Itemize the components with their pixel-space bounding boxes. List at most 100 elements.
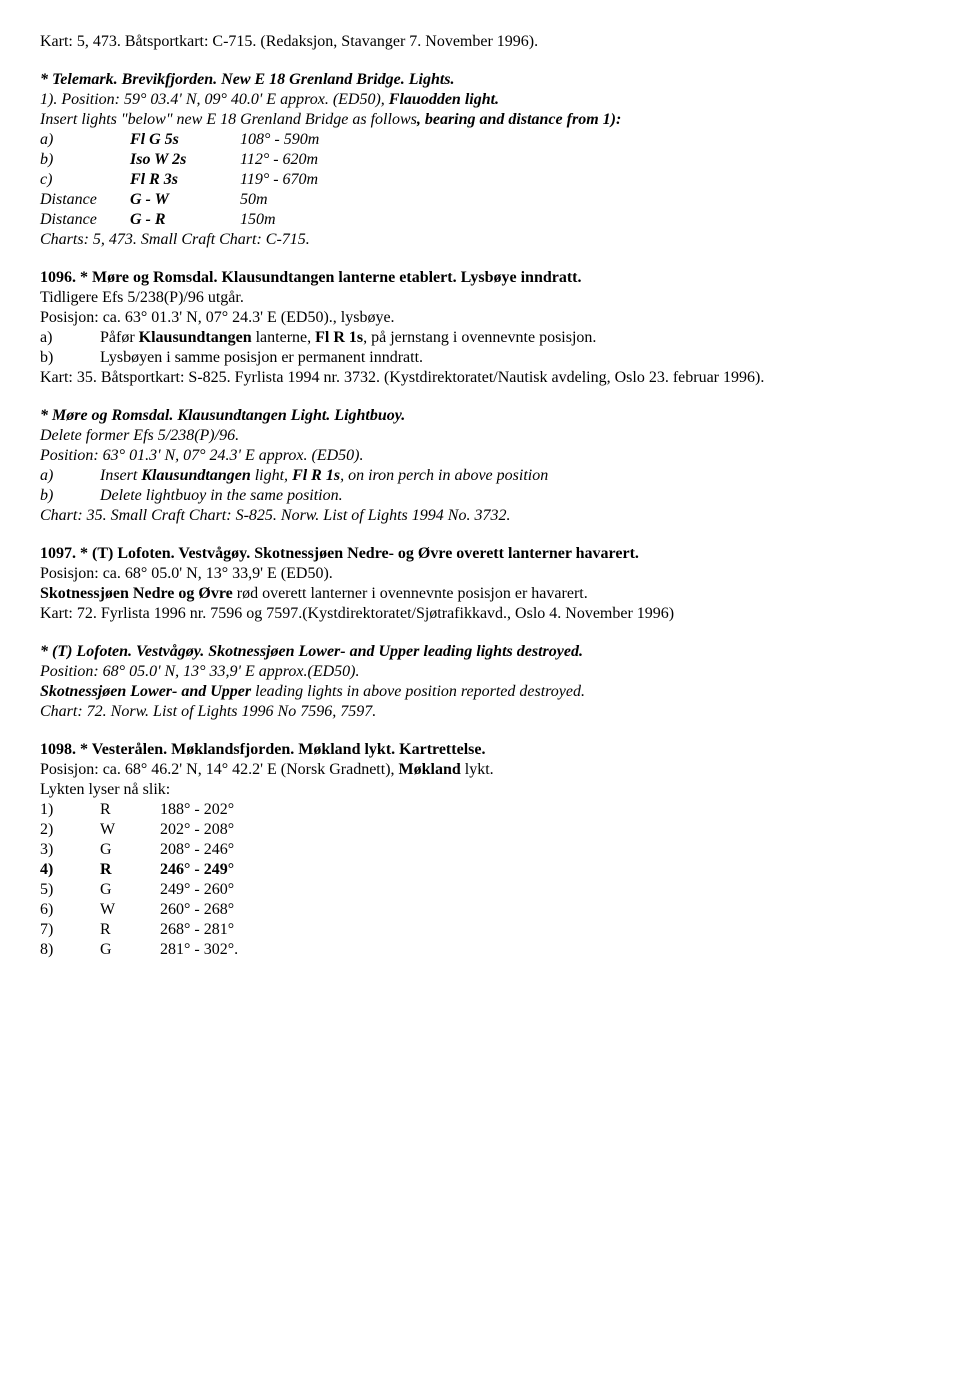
t: Insert <box>100 467 141 484</box>
t: light, <box>251 467 292 484</box>
marker: a) <box>40 328 100 348</box>
t: Posisjon: ca. 68° 46.2' N, 14° 42.2' E (… <box>40 761 399 778</box>
position-1096: Posisjon: ca. 63° 01.3' N, 07° 24.3' E (… <box>40 308 920 328</box>
seq: 5) <box>40 880 100 900</box>
val: 112° - 620m <box>240 150 920 170</box>
val: 150m <box>240 210 920 230</box>
range: 260° - 268° <box>160 900 920 920</box>
text: Insert Klausundtangen light, Fl R 1s, on… <box>100 466 920 486</box>
char: Iso W 2s <box>130 150 240 170</box>
range: 208° - 246° <box>160 840 920 860</box>
charts-line: Charts: 5, 473. Small Craft Chart: C-715… <box>40 230 920 250</box>
item-a: a) Påfør Klausundtangen lanterne, Fl R 1… <box>40 328 920 348</box>
seq: 7) <box>40 920 100 940</box>
seq: 6) <box>40 900 100 920</box>
label: a) <box>40 130 130 150</box>
light-row: c) Fl R 3s 119° - 670m <box>40 170 920 190</box>
chart-ref: Chart: 72. Norw. List of Lights 1996 No … <box>40 702 920 722</box>
delete-efs: Delete former Efs 5/238(P)/96. <box>40 426 920 446</box>
range: 246° - 249° <box>160 860 920 880</box>
color: R <box>100 920 160 940</box>
color: G <box>100 880 160 900</box>
val: 119° - 670m <box>240 170 920 190</box>
seq: 1) <box>40 800 100 820</box>
insert-lights-b: , bearing and distance from 1): <box>417 111 621 128</box>
position-line: 1). Position: 59° 03.4' N, 09° 40.0' E a… <box>40 90 920 110</box>
sector-row: 6) W 260° - 268° <box>40 900 920 920</box>
range: 188° - 202° <box>160 800 920 820</box>
seq: 2) <box>40 820 100 840</box>
label: b) <box>40 150 130 170</box>
sector-row: 7) R 268° - 281° <box>40 920 920 940</box>
color: R <box>100 800 160 820</box>
heading-1096: 1096. * Møre og Romsdal. Klausundtangen … <box>40 268 920 288</box>
light-row: b) Iso W 2s 112° - 620m <box>40 150 920 170</box>
sector-row: 3) G 208° - 246° <box>40 840 920 860</box>
notice-klausund-en: * Møre og Romsdal. Klausundtangen Light.… <box>40 406 920 526</box>
color: G <box>100 940 160 960</box>
notice-1098: 1098. * Vesterålen. Møklandsfjorden. Møk… <box>40 740 920 960</box>
heading: * (T) Lofoten. Vestvågøy. Skotnessjøen L… <box>40 642 920 662</box>
t: , on iron perch in above position <box>340 467 548 484</box>
prev-efs: Tidligere Efs 5/238(P)/96 utgår. <box>40 288 920 308</box>
t: lanterne, <box>252 329 316 346</box>
position: Posisjon: ca. 68° 46.2' N, 14° 42.2' E (… <box>40 760 920 780</box>
heading: 1097. * (T) Lofoten. Vestvågøy. Skotness… <box>40 544 920 564</box>
sector-row: 1) R 188° - 202° <box>40 800 920 820</box>
heading: 1098. * Vesterålen. Møklandsfjorden. Møk… <box>40 740 920 760</box>
chart-ref-1: Kart: 5, 473. Båtsportkart: C-715. (Reda… <box>40 32 920 52</box>
t: Lysbøyen i samme posisjon er permanent i… <box>100 349 423 366</box>
heading-telemark: * Telemark. Brevikfjorden. New E 18 Gren… <box>40 70 920 90</box>
notice-1096: 1096. * Møre og Romsdal. Klausundtangen … <box>40 268 920 388</box>
seq: 8) <box>40 940 100 960</box>
char: G - R <box>130 210 240 230</box>
sector-row: 2) W 202° - 208° <box>40 820 920 840</box>
chart-ref: Kart: 35. Båtsportkart: S-825. Fyrlista … <box>40 368 920 388</box>
t: lykt. <box>461 761 494 778</box>
notice-1097-en: * (T) Lofoten. Vestvågøy. Skotnessjøen L… <box>40 642 920 722</box>
label: Distance <box>40 190 130 210</box>
light-row: a) Fl G 5s 108° - 590m <box>40 130 920 150</box>
chart-ref: Chart: 35. Small Craft Chart: S-825. Nor… <box>40 506 920 526</box>
text: Påfør Klausundtangen lanterne, Fl R 1s, … <box>100 328 920 348</box>
position: Position: 63° 01.3' N, 07° 24.3' E appro… <box>40 446 920 466</box>
position: Position: 68° 05.0' N, 13° 33,9' E appro… <box>40 662 920 682</box>
t: Klausundtangen <box>139 329 252 346</box>
text: Lysbøyen i samme posisjon er permanent i… <box>100 348 920 368</box>
char: Fl G 5s <box>130 130 240 150</box>
color: W <box>100 820 160 840</box>
body: Skotnessjøen Nedre og Øvre rød overett l… <box>40 584 920 604</box>
t: rød overett lanterner i ovennevnte posis… <box>233 585 588 602</box>
body: Skotnessjøen Lower- and Upper leading li… <box>40 682 920 702</box>
color: G <box>100 840 160 860</box>
range: 281° - 302°. <box>160 940 920 960</box>
notice-telemark: * Telemark. Brevikfjorden. New E 18 Gren… <box>40 70 920 250</box>
label: c) <box>40 170 130 190</box>
val: 108° - 590m <box>240 130 920 150</box>
insert-lights-a: Insert lights "below" new E 18 Grenland … <box>40 111 417 128</box>
item-b: b) Lysbøyen i samme posisjon er permanen… <box>40 348 920 368</box>
seq: 3) <box>40 840 100 860</box>
flauodden: Flauodden light. <box>389 91 499 108</box>
heading: * Møre og Romsdal. Klausundtangen Light.… <box>40 406 920 426</box>
marker: b) <box>40 348 100 368</box>
position: Posisjon: ca. 68° 05.0' N, 13° 33,9' E (… <box>40 564 920 584</box>
notice-1097: 1097. * (T) Lofoten. Vestvågøy. Skotness… <box>40 544 920 624</box>
t: leading lights in above position reporte… <box>251 683 585 700</box>
t: Møkland <box>399 761 461 778</box>
t: Skotnessjøen Nedre og Øvre <box>40 585 233 602</box>
val: 50m <box>240 190 920 210</box>
marker: a) <box>40 466 100 486</box>
char: Fl R 3s <box>130 170 240 190</box>
intro: Lykten lyser nå slik: <box>40 780 920 800</box>
item-b: b) Delete lightbuoy in the same position… <box>40 486 920 506</box>
t: Fl R 1s <box>292 467 340 484</box>
sector-row: 8) G 281° - 302°. <box>40 940 920 960</box>
marker: b) <box>40 486 100 506</box>
label: Distance <box>40 210 130 230</box>
sector-row: 5) G 249° - 260° <box>40 880 920 900</box>
range: 202° - 208° <box>160 820 920 840</box>
light-row: Distance G - W 50m <box>40 190 920 210</box>
t: Påfør <box>100 329 139 346</box>
t: Klausundtangen <box>141 467 250 484</box>
